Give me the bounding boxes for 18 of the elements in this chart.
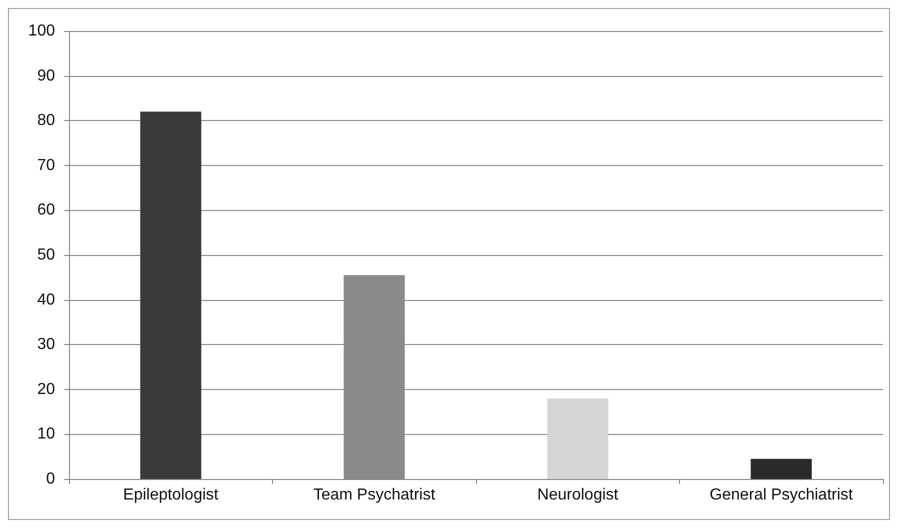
y-tick-label: 70 xyxy=(37,156,56,174)
y-tick-label: 0 xyxy=(46,470,56,488)
bar xyxy=(750,458,812,479)
y-tick-label: 80 xyxy=(37,112,56,130)
bar xyxy=(547,398,608,479)
y-tick-label: 20 xyxy=(37,380,56,398)
x-tick-label: General Psychiatrist xyxy=(710,486,854,504)
y-tick-label: 90 xyxy=(37,67,56,84)
y-tick-label: 40 xyxy=(37,291,56,308)
y-tick-label: 30 xyxy=(37,336,56,354)
y-tick-label: 60 xyxy=(37,202,56,219)
y-tick-label: 100 xyxy=(28,22,56,40)
y-tick-label: 50 xyxy=(37,246,56,264)
x-tick-label: Team Psychatrist xyxy=(313,486,436,504)
y-tick-label: 10 xyxy=(37,426,56,443)
bar xyxy=(140,112,202,479)
x-tick-label: Neurologist xyxy=(537,486,619,504)
x-tick-label: Epileptologist xyxy=(123,486,219,504)
